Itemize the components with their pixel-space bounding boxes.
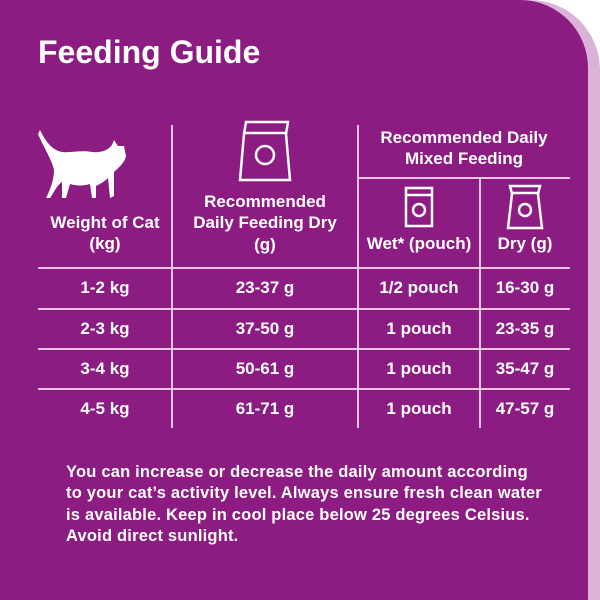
column-header: Weight of Cat (kg) — [50, 212, 160, 253]
table-cell: 1/2 pouch — [379, 278, 459, 298]
table-cell: 1 pouch — [386, 319, 452, 339]
column-header: Wet* (pouch) — [366, 234, 472, 254]
table-cell: 35-47 g — [495, 359, 555, 379]
table-cell: 4-5 kg — [80, 399, 130, 419]
table-cell: 1-2 kg — [80, 278, 130, 298]
table-cell: 23-35 g — [495, 319, 555, 339]
table-cell: 16-30 g — [495, 278, 555, 298]
table-cell: 61-71 g — [235, 399, 295, 419]
table-cell: 2-3 kg — [80, 319, 130, 339]
group-header: Recommended Daily Mixed Feeding — [380, 127, 548, 168]
table-cell: 3-4 kg — [80, 359, 130, 379]
table-cell: 1 pouch — [386, 359, 452, 379]
title: Feeding Guide — [38, 34, 261, 70]
column-header: Dry (g) — [497, 234, 553, 254]
table-cell: 50-61 g — [235, 359, 295, 379]
table-cell: 1 pouch — [386, 399, 452, 419]
table-cell: 37-50 g — [235, 319, 295, 339]
column-header: Recommended Daily Feeding Dry (g) — [193, 192, 337, 254]
table-cell: 47-57 g — [495, 399, 555, 419]
footer-note: You can increase or decrease the daily a… — [66, 463, 542, 546]
table-cell: 23-37 g — [235, 278, 295, 298]
